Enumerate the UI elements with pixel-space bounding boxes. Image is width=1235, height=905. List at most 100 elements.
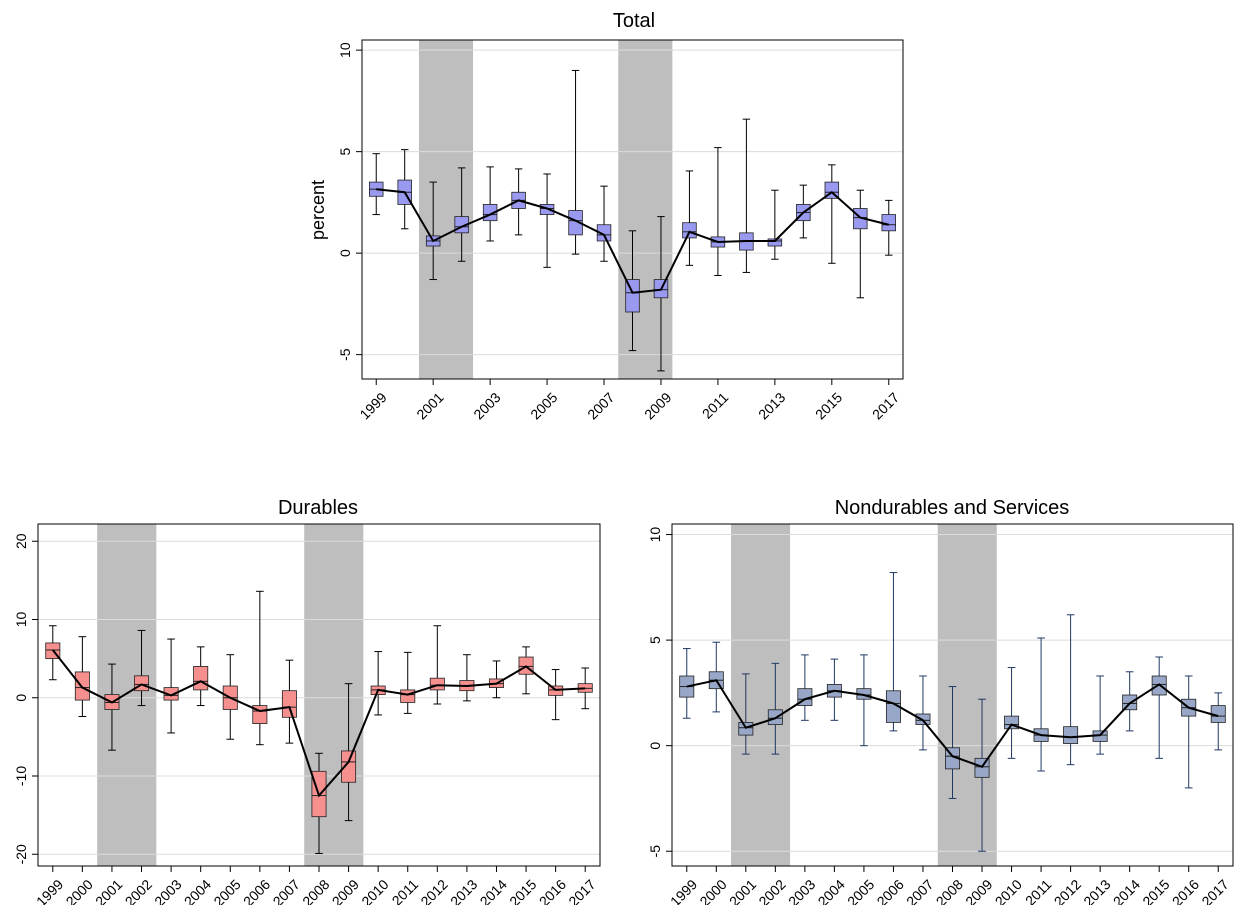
median-line (52, 649, 586, 798)
x-tick-label-2006: 2006 (240, 876, 273, 905)
box-2013 (767, 189, 783, 260)
box-2011 (710, 147, 726, 276)
y-tick-label-20: 20 (13, 533, 29, 549)
x-tick-label-2001: 2001 (413, 389, 446, 422)
plot-frame (361, 39, 904, 380)
box-2017 (881, 199, 896, 256)
x-tick-label-2004: 2004 (181, 876, 214, 905)
x-tick-label-2007: 2007 (903, 876, 936, 905)
x-tick-label-2005: 2005 (844, 876, 877, 905)
iqr-box-2011 (400, 689, 416, 703)
plot-area-total: -5 0 5 10 1999 2001 2003 2005 2007 2009 2011 2013 20… (337, 39, 904, 423)
box-2017 (1210, 692, 1226, 751)
box-2006 (568, 69, 583, 255)
iqr-box-2004 (193, 666, 209, 691)
box-2013 (1092, 675, 1108, 755)
y-tick-label-0: 0 (337, 249, 353, 257)
plot-area-nondurables: -505101999200020012002200320042005200620… (647, 523, 1234, 905)
panel-durables: Durables -20 -10 0 10 20 19992000200120022003… (13, 497, 601, 905)
x-tick-label-2003: 2003 (151, 876, 184, 905)
y-tick-label-10: 10 (13, 611, 29, 627)
x-tick-label-2011: 2011 (1022, 876, 1055, 905)
x-tick-label-2008: 2008 (299, 876, 332, 905)
box-2012 (1063, 614, 1079, 766)
x-tick-label-2001: 2001 (92, 876, 125, 905)
iqr-box-2007 (281, 690, 297, 718)
box-2000 (74, 636, 90, 718)
box-2004 (511, 168, 526, 236)
y-tick-label-5: 5 (337, 148, 353, 156)
box-2010 (1004, 667, 1020, 759)
x-tick-label-1999: 1999 (356, 389, 389, 422)
x-tick-label-2009: 2009 (329, 876, 362, 905)
iqr-box-2007 (596, 224, 612, 242)
y-tick-label-10: 10 (337, 42, 353, 58)
x-tick-label-2002: 2002 (755, 876, 788, 905)
box-2007 (915, 675, 931, 751)
x-tick-label-2012: 2012 (417, 876, 450, 905)
x-tick-label-2015: 2015 (1139, 876, 1172, 905)
x-tick-label-2013: 2013 (755, 389, 788, 422)
x-tick-label-2003: 2003 (470, 389, 503, 422)
x-tick-label-2008: 2008 (933, 876, 966, 905)
x-tick-label-2014: 2014 (477, 876, 510, 905)
box-2012 (739, 118, 754, 273)
y-tick-label-5: 5 (647, 636, 663, 644)
recession-band-2001-2002 (731, 524, 791, 866)
box-2016 (548, 669, 564, 721)
box-1999 (369, 153, 384, 216)
x-tick-label-2017: 2017 (869, 389, 902, 422)
y-tick-label-0: 0 (647, 742, 663, 750)
box-2010 (370, 651, 386, 716)
x-tick-label-2017: 2017 (1198, 876, 1231, 905)
y-tick-label--5: -5 (647, 845, 663, 858)
x-tick-label-2010: 2010 (992, 876, 1025, 905)
panel-nondurables: Nondurables and Services -50510199920002… (647, 497, 1234, 905)
x-tick-label-2007: 2007 (584, 389, 617, 422)
x-tick-label-2017: 2017 (565, 876, 598, 905)
box-2016 (1181, 675, 1197, 789)
box-2014 (488, 660, 504, 699)
median-line (376, 188, 890, 294)
box-1999 (45, 625, 61, 681)
box-2006 (252, 590, 268, 746)
box-2007 (281, 659, 297, 744)
y-tick-label--5: -5 (337, 348, 353, 361)
box-2005 (856, 654, 872, 747)
x-tick-label-2013: 2013 (447, 876, 480, 905)
box-2004 (193, 646, 209, 707)
x-tick-label-2006: 2006 (874, 876, 907, 905)
box-2000 (397, 149, 412, 230)
x-tick-label-2010: 2010 (358, 876, 391, 905)
x-tick-label-2013: 2013 (1080, 876, 1113, 905)
box-2003 (482, 166, 498, 242)
iqr-box-2012 (1063, 726, 1079, 744)
x-tick-label-2015: 2015 (506, 876, 539, 905)
x-tick-label-2016: 2016 (536, 876, 569, 905)
x-tick-label-1999: 1999 (667, 876, 700, 905)
recession-band-2008-2009 (618, 40, 673, 379)
x-tick-label-2004: 2004 (815, 876, 848, 905)
box-2013 (459, 654, 475, 702)
recession-band-2001-2002 (418, 40, 474, 379)
chart-title-nondurables: Nondurables and Services (835, 497, 1070, 519)
y-tick-label--20: -20 (13, 844, 29, 864)
x-tick-label-2012: 2012 (1051, 876, 1084, 905)
box-2010 (682, 170, 697, 266)
x-tick-label-2002: 2002 (122, 876, 155, 905)
x-tick-label-2003: 2003 (785, 876, 818, 905)
x-tick-label-2014: 2014 (1110, 876, 1143, 905)
x-tick-label-2011: 2011 (389, 876, 422, 905)
box-2007 (596, 185, 612, 262)
plot-area-durables: -20-100102019992000200120022003200420052… (13, 523, 601, 905)
recession-band-2008-2009 (937, 524, 997, 866)
x-tick-label-1999: 1999 (33, 876, 66, 905)
box-2016 (853, 189, 868, 299)
iqr-box-2001 (738, 722, 754, 736)
x-tick-label-2015: 2015 (812, 389, 845, 422)
box-2003 (163, 638, 179, 734)
box-2003 (797, 654, 813, 721)
iqr-box-2010 (682, 222, 697, 239)
chart-title-total: Total (613, 10, 655, 32)
